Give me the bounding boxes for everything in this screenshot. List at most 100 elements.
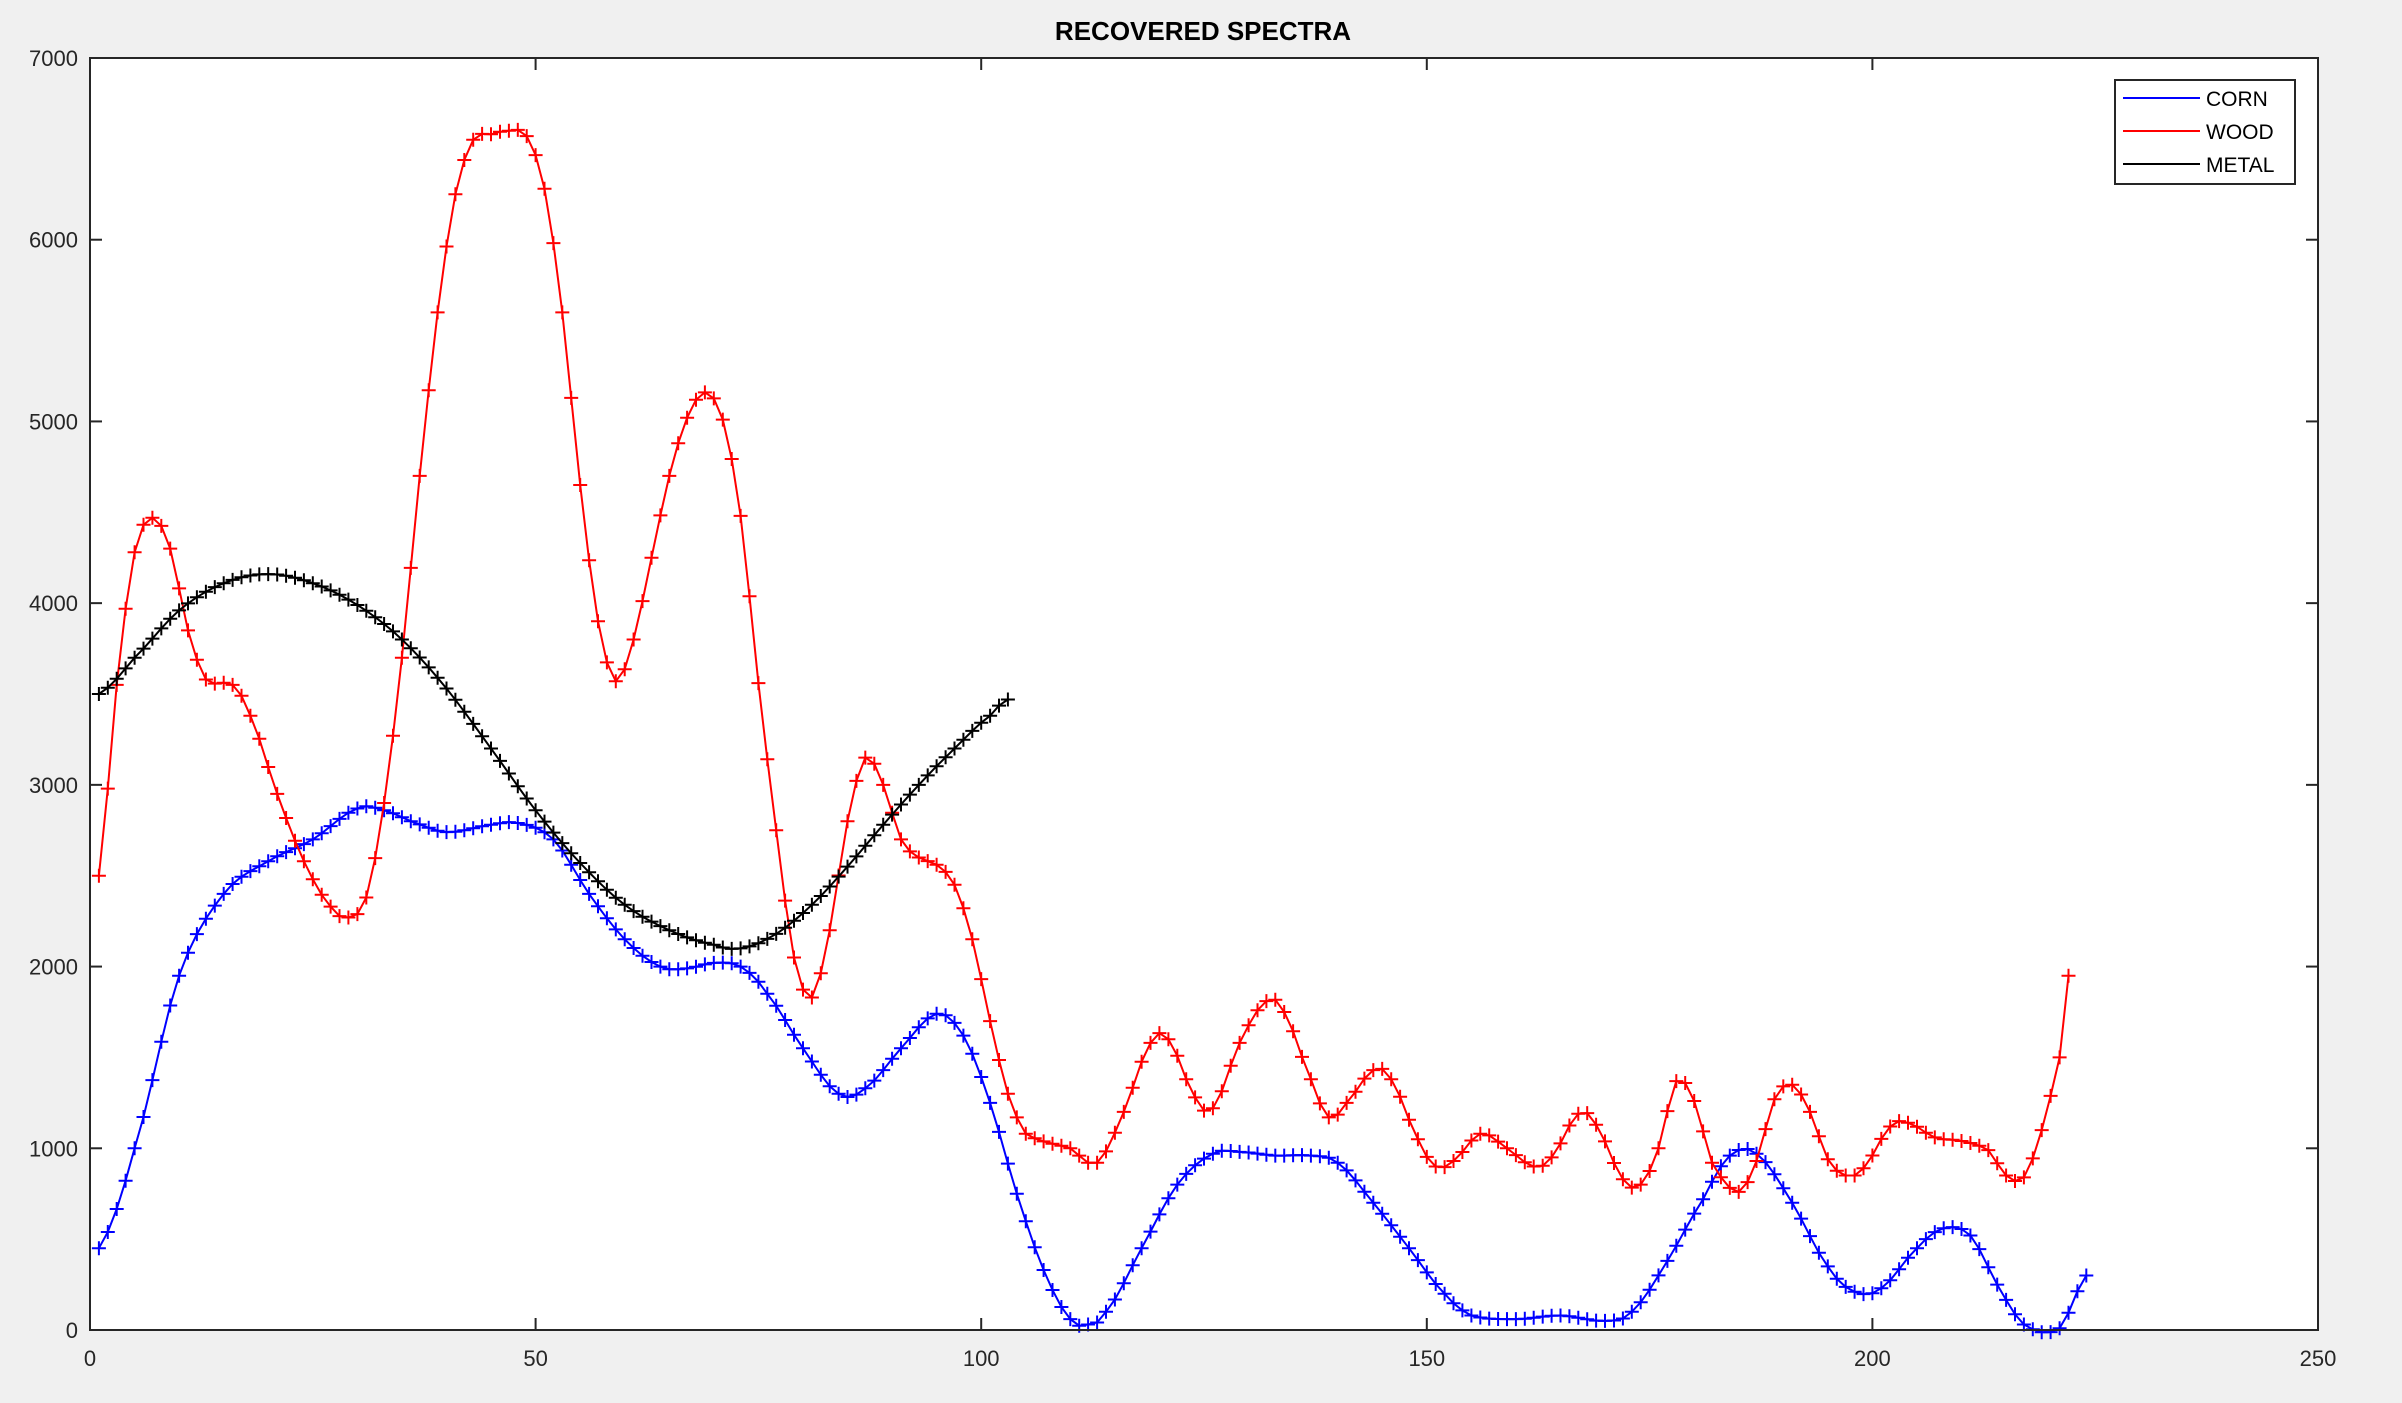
corn-point (1847, 1284, 1862, 1299)
legend-label-metal: METAL (2206, 154, 2274, 177)
corn-point (858, 1081, 873, 1096)
metal-point (760, 931, 775, 946)
corn-point (1687, 1206, 1702, 1221)
wood-point (1687, 1094, 1702, 1108)
wood-point (1633, 1177, 1648, 1192)
wood-point (1099, 1144, 1113, 1159)
corn-point (1740, 1142, 1755, 1156)
wood-point (564, 390, 579, 405)
corn-point (787, 1027, 801, 1042)
wood-point (1972, 1138, 1987, 1153)
metal-point (635, 909, 650, 924)
corn-point (430, 823, 445, 838)
metal-point (831, 869, 846, 884)
wood-point (1874, 1131, 1889, 1146)
wood-point (760, 752, 775, 767)
corn-point (1116, 1276, 1131, 1291)
wood-point (2016, 1170, 2031, 1185)
corn-point (1161, 1191, 1176, 1206)
corn-point (653, 959, 668, 974)
wood-point (1009, 1110, 1024, 1125)
plot-box (89, 57, 2319, 1331)
corn-point (1936, 1221, 1951, 1236)
corn-point (1348, 1173, 1363, 1188)
corn-point (813, 1067, 828, 1082)
corn-point (1785, 1195, 1800, 1210)
corn-point (911, 1020, 926, 1035)
corn-point (724, 956, 739, 971)
corn-point (2079, 1268, 2094, 1283)
wood-point (1794, 1087, 1809, 1102)
wood-point (510, 122, 525, 137)
corn-point (394, 810, 409, 825)
wood-point (1553, 1136, 1568, 1151)
wood-point (528, 148, 543, 163)
wood-point (1803, 1104, 1817, 1119)
corn-point (1393, 1229, 1408, 1244)
corn-point (1143, 1224, 1158, 1239)
metal-point (359, 603, 374, 618)
wood-point (181, 623, 195, 638)
wood-point (1811, 1129, 1826, 1144)
metal-point (1000, 692, 1015, 707)
wood-point (1312, 1096, 1327, 1111)
wood-point (769, 823, 784, 838)
wood-point (1188, 1090, 1203, 1105)
wood-point (1045, 1136, 1060, 1151)
metal-point (234, 570, 249, 585)
wood-point (91, 868, 106, 883)
corn-point (591, 899, 605, 914)
corn-point (956, 1028, 971, 1043)
wood-point (1072, 1148, 1087, 1163)
metal-point (439, 681, 454, 696)
wood-point (1036, 1134, 1051, 1149)
metal-point (867, 828, 882, 843)
x-tick-label: 250 (2300, 1346, 2337, 1371)
corn-point (243, 864, 258, 879)
corn-point (1705, 1174, 1719, 1189)
wood-point (1286, 1024, 1301, 1039)
corn-point (519, 817, 534, 832)
wood-point (822, 923, 837, 938)
wood-point (1402, 1112, 1416, 1127)
wood-point (296, 854, 311, 869)
wood-point (270, 786, 285, 801)
corn-point (198, 911, 213, 926)
corn-point (894, 1041, 908, 1056)
y-tick-label: 6000 (29, 228, 78, 253)
wood-point (947, 877, 962, 892)
corn-point (1954, 1222, 1969, 1236)
wood-point (403, 560, 418, 575)
metal-point (894, 797, 908, 812)
wood-point (127, 545, 142, 560)
corn-point (1107, 1292, 1122, 1307)
corn-point (145, 1073, 160, 1088)
wood-point (1901, 1115, 1915, 1130)
wood-point (1713, 1170, 1728, 1185)
wood-point (617, 662, 632, 677)
metal-point (377, 617, 392, 631)
metal-point (457, 704, 472, 719)
wood-point (1393, 1089, 1408, 1104)
metal-point (751, 936, 766, 951)
wood-point (974, 972, 989, 987)
wood-point (911, 850, 926, 865)
corn-point (528, 820, 543, 835)
wood-point (1348, 1084, 1363, 1099)
corn-point (1410, 1253, 1425, 1268)
wood-point (1491, 1134, 1506, 1149)
metal-point (956, 732, 971, 747)
corn-point (929, 1006, 944, 1021)
corn-point (751, 974, 766, 989)
wood-point (1990, 1156, 2005, 1171)
wood-point (546, 236, 561, 251)
corn-point (323, 819, 338, 834)
wood-point (1295, 1049, 1309, 1064)
metal-point (662, 923, 677, 938)
corn-point (100, 1225, 115, 1239)
corn-point (983, 1095, 998, 1110)
corn-point (938, 1008, 953, 1023)
wood-point (1589, 1117, 1604, 1132)
wood-point (1197, 1103, 1211, 1118)
corn-point (386, 806, 400, 821)
